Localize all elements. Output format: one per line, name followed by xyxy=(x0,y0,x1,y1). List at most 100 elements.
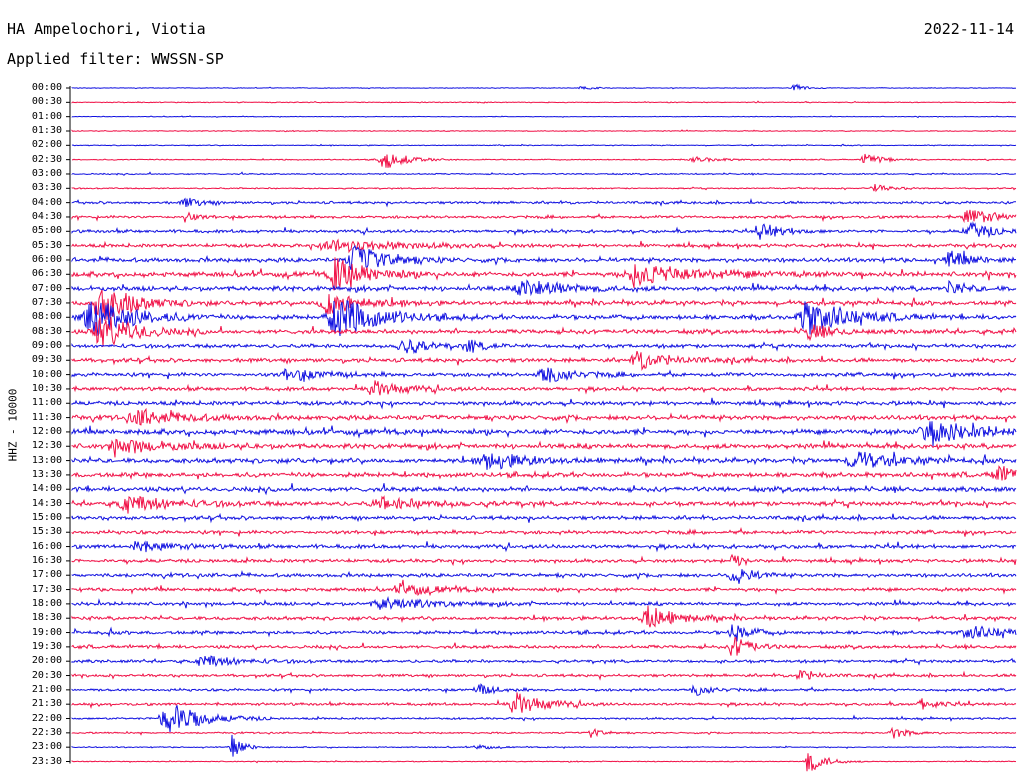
time-tick-label: 19:00 xyxy=(31,626,62,638)
time-tick-label: 10:30 xyxy=(31,382,62,394)
trace-1300 xyxy=(71,451,1017,470)
trace-0230 xyxy=(71,153,1017,168)
time-tick-label: 23:30 xyxy=(31,755,62,767)
trace-2230 xyxy=(71,726,1017,739)
time-tick-label: 16:00 xyxy=(31,540,62,552)
trace-1030 xyxy=(71,380,1017,396)
time-tick-label: 21:00 xyxy=(31,683,62,695)
trace-0630 xyxy=(71,257,1017,291)
trace-0200 xyxy=(71,143,1017,147)
trace-0130 xyxy=(71,129,1017,133)
time-tick-label: 05:00 xyxy=(31,225,62,237)
trace-1900 xyxy=(71,624,1017,642)
date-label: 2022-11-14 xyxy=(923,20,1014,38)
trace-0500 xyxy=(71,221,1017,240)
time-tick-label: 00:00 xyxy=(31,82,62,93)
time-tick-label: 04:30 xyxy=(31,210,62,222)
trace-0400 xyxy=(71,197,1016,208)
trace-1930 xyxy=(71,636,1017,656)
time-tick-label: 16:30 xyxy=(31,554,62,566)
time-tick-label: 02:00 xyxy=(31,139,62,151)
time-tick-label: 04:00 xyxy=(31,196,62,208)
trace-1500 xyxy=(71,512,1017,524)
trace-0530 xyxy=(71,238,1017,254)
time-tick-label: 12:00 xyxy=(31,425,62,437)
trace-1430 xyxy=(71,495,1017,514)
time-tick-labels: 00:00 00:30 01:00 01:30 02:00 02:30 03:00 03:30… xyxy=(0,0,62,780)
time-tick-label: 08:00 xyxy=(31,311,62,323)
trace-0700 xyxy=(71,279,1017,297)
trace-0730 xyxy=(71,289,1017,321)
trace-2300 xyxy=(71,734,1016,757)
time-tick-label: 19:30 xyxy=(31,640,62,652)
time-tick-label: 14:30 xyxy=(31,497,62,509)
trace-1700 xyxy=(71,569,1017,584)
trace-1630 xyxy=(71,553,1017,567)
time-tick-label: 11:00 xyxy=(31,397,62,409)
time-tick-label: 07:30 xyxy=(31,296,62,308)
time-tick-label: 21:30 xyxy=(31,698,62,710)
time-tick-label: 06:00 xyxy=(31,253,62,265)
time-tick-label: 08:30 xyxy=(31,325,62,337)
time-tick-label: 22:30 xyxy=(31,726,62,738)
trace-2200 xyxy=(71,705,1017,733)
time-tick-label: 03:00 xyxy=(31,167,62,179)
time-tick-label: 15:30 xyxy=(31,526,62,538)
time-tick-label: 13:00 xyxy=(31,454,62,466)
filter-label: Applied filter: WWSSN-SP xyxy=(7,50,224,68)
trace-0000 xyxy=(71,83,1017,91)
time-tick-label: 09:00 xyxy=(31,339,62,351)
trace-1000 xyxy=(71,367,1017,383)
time-tick-label: 15:00 xyxy=(31,511,62,523)
trace-1330 xyxy=(71,465,1017,481)
trace-1230 xyxy=(71,438,1017,458)
time-tick-label: 23:00 xyxy=(31,741,62,753)
time-tick-label: 20:30 xyxy=(31,669,62,681)
time-tick-label: 01:00 xyxy=(31,110,62,122)
time-tick-label: 12:30 xyxy=(31,440,62,452)
time-tick-label: 17:30 xyxy=(31,583,62,595)
time-tick-label: 13:30 xyxy=(31,468,62,480)
trace-0830 xyxy=(71,316,1017,347)
time-tick-label: 22:00 xyxy=(31,712,62,724)
time-tick-label: 05:30 xyxy=(31,239,62,251)
trace-0300 xyxy=(71,171,1016,176)
time-tick-label: 18:00 xyxy=(31,597,62,609)
trace-1130 xyxy=(71,407,1017,426)
trace-1800 xyxy=(71,596,1017,611)
trace-2130 xyxy=(71,692,1017,713)
trace-0930 xyxy=(71,350,1017,372)
time-tick-label: 06:30 xyxy=(31,268,62,280)
trace-0030 xyxy=(71,100,1017,104)
trace-0900 xyxy=(71,338,1017,355)
time-tick-label: 18:30 xyxy=(31,612,62,624)
trace-1200 xyxy=(71,421,1017,447)
trace-1730 xyxy=(71,579,1017,597)
time-tick-label: 03:30 xyxy=(31,182,62,194)
trace-1600 xyxy=(71,540,1017,553)
trace-1100 xyxy=(71,397,1017,410)
time-tick-label: 14:00 xyxy=(31,483,62,495)
time-tick-label: 09:30 xyxy=(31,354,62,366)
station-title: HA Ampelochori, Viotia xyxy=(7,20,206,38)
trace-0600 xyxy=(71,244,1017,270)
trace-1530 xyxy=(71,527,1017,537)
trace-2100 xyxy=(71,683,1017,696)
trace-1830 xyxy=(71,605,1017,628)
trace-0100 xyxy=(71,115,1017,119)
time-tick-label: 11:30 xyxy=(31,411,62,423)
trace-2330 xyxy=(71,753,1017,772)
trace-0330 xyxy=(71,184,1017,193)
time-tick-label: 07:00 xyxy=(31,282,62,294)
trace-0800 xyxy=(71,300,1017,337)
trace-2000 xyxy=(71,655,1017,668)
time-tick-label: 20:00 xyxy=(31,655,62,667)
time-tick-label: 10:00 xyxy=(31,368,62,380)
trace-0430 xyxy=(71,209,1017,224)
trace-2030 xyxy=(71,669,1017,681)
time-tick-label: 00:30 xyxy=(31,96,62,108)
time-tick-label: 17:00 xyxy=(31,569,62,581)
trace-1400 xyxy=(71,483,1017,496)
time-tick-label: 01:30 xyxy=(31,124,62,136)
